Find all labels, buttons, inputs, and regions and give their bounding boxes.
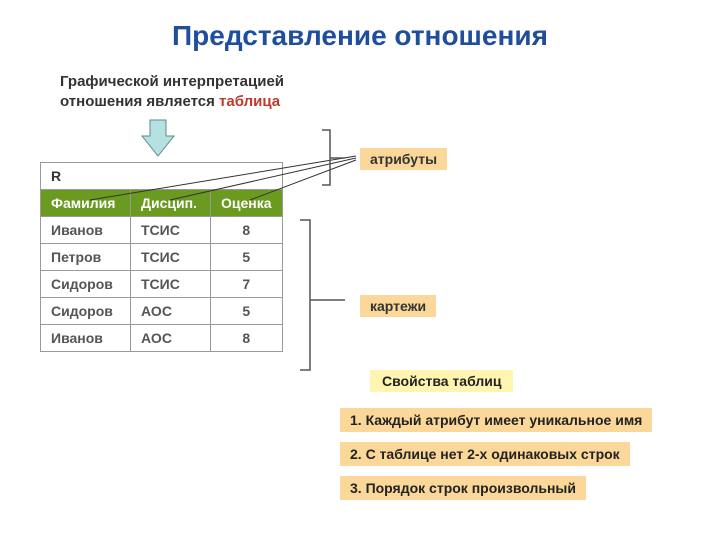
cell-grade: 8 bbox=[211, 325, 283, 352]
cell-discipline: АОС bbox=[131, 325, 211, 352]
bracket-attributes bbox=[322, 130, 345, 185]
cell-surname: Петров bbox=[41, 244, 131, 271]
relation-name-cell: R bbox=[41, 163, 283, 190]
cell-surname: Сидоров bbox=[41, 271, 131, 298]
cell-grade: 5 bbox=[211, 244, 283, 271]
subtitle-highlight: таблица bbox=[219, 93, 280, 110]
table-row: Иванов АОС 8 bbox=[41, 325, 283, 352]
page-title: Представление отношения bbox=[0, 20, 720, 52]
subtitle-line1: Графической интерпретацией bbox=[60, 73, 284, 90]
cell-discipline: АОС bbox=[131, 298, 211, 325]
col-surname: Фамилия bbox=[41, 190, 131, 217]
bracket-tuples bbox=[300, 220, 345, 370]
table-row: Сидоров ТСИС 7 bbox=[41, 271, 283, 298]
label-attributes: атрибуты bbox=[360, 148, 447, 170]
col-grade: Оценка bbox=[211, 190, 283, 217]
subtitle: Графической интерпретацией отношения явл… bbox=[60, 72, 284, 111]
col-discipline: Дисцип. bbox=[131, 190, 211, 217]
relation-table: R Фамилия Дисцип. Оценка Иванов ТСИС 8 П… bbox=[40, 162, 283, 352]
table-row: Сидоров АОС 5 bbox=[41, 298, 283, 325]
section-title-properties: Свойства таблиц bbox=[370, 370, 513, 392]
table-row: Петров ТСИС 5 bbox=[41, 244, 283, 271]
label-tuples: картежи bbox=[360, 295, 436, 317]
cell-grade: 8 bbox=[211, 217, 283, 244]
cell-discipline: ТСИС bbox=[131, 271, 211, 298]
property-1: 1. Каждый атрибут имеет уникальное имя bbox=[340, 408, 652, 432]
table-relation-name-row: R bbox=[41, 163, 283, 190]
property-3: 3. Порядок строк произвольный bbox=[340, 476, 586, 500]
arrow-down-icon bbox=[140, 118, 176, 163]
cell-discipline: ТСИС bbox=[131, 244, 211, 271]
cell-surname: Сидоров bbox=[41, 298, 131, 325]
cell-discipline: ТСИС bbox=[131, 217, 211, 244]
cell-grade: 5 bbox=[211, 298, 283, 325]
subtitle-line2-prefix: отношения является bbox=[60, 93, 219, 110]
table-row: Иванов ТСИС 8 bbox=[41, 217, 283, 244]
cell-surname: Иванов bbox=[41, 325, 131, 352]
arrow-down-shape bbox=[142, 120, 174, 156]
cell-surname: Иванов bbox=[41, 217, 131, 244]
property-2: 2. С таблице нет 2-х одинаковых строк bbox=[340, 442, 630, 466]
table-header-row: Фамилия Дисцип. Оценка bbox=[41, 190, 283, 217]
cell-grade: 7 bbox=[211, 271, 283, 298]
